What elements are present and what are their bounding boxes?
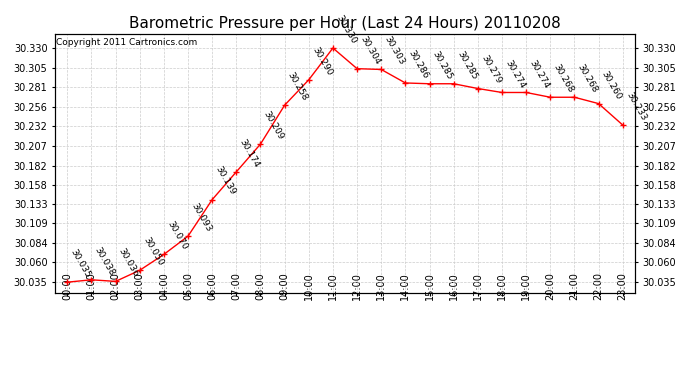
- Text: 30.303: 30.303: [383, 35, 406, 67]
- Title: Barometric Pressure per Hour (Last 24 Hours) 20110208: Barometric Pressure per Hour (Last 24 Ho…: [129, 16, 561, 31]
- Text: 30.209: 30.209: [262, 110, 286, 141]
- Text: 30.139: 30.139: [214, 165, 237, 197]
- Text: 30.279: 30.279: [480, 54, 503, 86]
- Text: 30.274: 30.274: [528, 58, 551, 90]
- Text: 30.285: 30.285: [455, 49, 479, 81]
- Text: Copyright 2011 Cartronics.com: Copyright 2011 Cartronics.com: [57, 38, 197, 46]
- Text: 30.038: 30.038: [93, 245, 117, 277]
- Text: 30.093: 30.093: [190, 201, 213, 233]
- Text: 30.174: 30.174: [238, 137, 262, 169]
- Text: 30.035: 30.035: [69, 248, 92, 279]
- Text: 30.274: 30.274: [504, 58, 527, 90]
- Text: 30.330: 30.330: [335, 13, 358, 45]
- Text: 30.268: 30.268: [552, 63, 575, 94]
- Text: 30.286: 30.286: [407, 48, 431, 80]
- Text: 30.260: 30.260: [600, 69, 624, 101]
- Text: 30.268: 30.268: [576, 63, 600, 94]
- Text: 30.050: 30.050: [141, 236, 165, 267]
- Text: 30.285: 30.285: [431, 49, 455, 81]
- Text: 30.290: 30.290: [310, 45, 334, 77]
- Text: 30.258: 30.258: [286, 70, 310, 102]
- Text: 30.070: 30.070: [166, 220, 189, 252]
- Text: 30.304: 30.304: [359, 34, 382, 66]
- Text: 30.036: 30.036: [117, 247, 141, 279]
- Text: 30.233: 30.233: [624, 90, 648, 122]
